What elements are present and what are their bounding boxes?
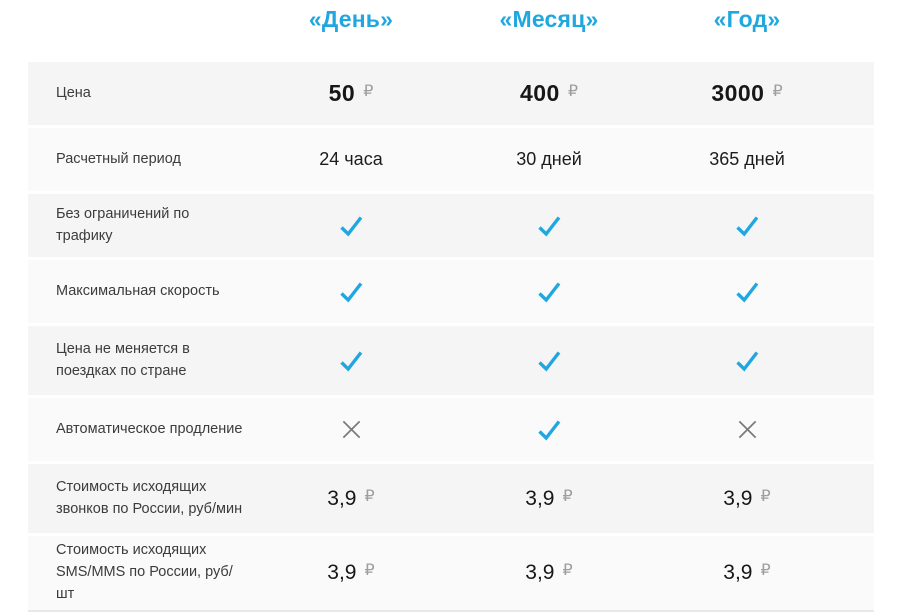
price-value: 3,9	[327, 486, 357, 510]
row-label: Без ограничений по трафику	[56, 205, 190, 244]
plan-value-cell: 3000 ₽	[648, 80, 846, 107]
price-value: 3,9	[723, 561, 753, 584]
row-label: Стоимость исходящих звонков по России, р…	[56, 478, 243, 517]
cross-icon	[738, 420, 756, 439]
table-body: Цена 50 ₽400 ₽3000 ₽ Расчетный период 24 часа 3…	[28, 62, 874, 612]
plan-value-cell: 365 дней	[648, 149, 846, 170]
table-row: Автоматическое продление	[28, 398, 874, 461]
plan-value-cell	[252, 348, 450, 374]
table-row: Цена 50 ₽400 ₽3000 ₽	[28, 62, 874, 125]
plan-value-cell	[252, 418, 450, 441]
check-icon	[736, 350, 759, 372]
row-label: Максимальная скорость	[56, 282, 220, 299]
plan-header-year[interactable]: «Год»	[713, 6, 781, 32]
check-icon	[538, 281, 561, 303]
price-value: 3,9	[327, 561, 357, 584]
plan-value-cell: 3,9 ₽	[648, 561, 846, 585]
plan-value-cell	[648, 418, 846, 441]
check-icon	[538, 350, 561, 372]
check-icon	[538, 215, 561, 237]
check-icon	[736, 281, 759, 303]
ruble-sign: ₽	[364, 487, 375, 505]
period-value: 24 часа	[319, 149, 383, 169]
plan-value-cell: 3,9 ₽	[450, 561, 648, 585]
plan-value-cell	[450, 348, 648, 374]
check-icon	[340, 350, 363, 372]
plan-value-cell: 3,9 ₽	[648, 487, 846, 511]
ruble-sign: ₽	[772, 82, 783, 100]
ruble-sign: ₽	[562, 487, 573, 505]
cross-icon	[342, 420, 360, 439]
ruble-sign: ₽	[567, 82, 579, 100]
plan-value-cell: 50 ₽	[252, 80, 450, 107]
table-row: Без ограничений по трафику	[28, 194, 874, 257]
plan-value-cell: 400 ₽	[450, 80, 648, 107]
plan-value-cell	[252, 213, 450, 239]
plan-value-cell: 3,9 ₽	[252, 561, 450, 585]
check-icon	[538, 419, 561, 441]
plan-value-cell: 3,9 ₽	[450, 487, 648, 511]
price-value: 50	[328, 80, 356, 106]
period-value: 30 дней	[516, 149, 582, 169]
price-value: 400	[519, 80, 560, 106]
ruble-sign: ₽	[363, 82, 374, 100]
plan-header-row: «День» «Месяц» «Год»	[28, 0, 874, 55]
table-row: Стоимость исходящих SMS/MMS по России, р…	[28, 536, 874, 610]
ruble-sign: ₽	[760, 487, 771, 505]
ruble-sign: ₽	[562, 562, 573, 579]
check-icon	[736, 215, 759, 237]
table-row: Стоимость исходящих звонков по России, р…	[28, 464, 874, 533]
tariff-comparison-table: «День» «Месяц» «Год» Цена 50 ₽400 ₽3000 ₽ Рас…	[28, 0, 874, 612]
price-value: 3,9	[525, 486, 555, 510]
price-value: 3,9	[525, 561, 555, 584]
row-label: Цена не меняется в поездках по стране	[56, 340, 190, 379]
plan-header-month[interactable]: «Месяц»	[499, 6, 599, 32]
check-icon	[340, 281, 363, 303]
ruble-sign: ₽	[364, 562, 375, 579]
ruble-sign: ₽	[760, 562, 771, 579]
row-label: Расчетный период	[56, 150, 181, 167]
period-value: 365 дней	[709, 149, 785, 169]
plan-value-cell	[648, 279, 846, 305]
price-value: 3000	[711, 80, 765, 106]
plan-value-cell	[450, 213, 648, 239]
plan-value-cell	[648, 348, 846, 374]
table-row: Максимальная скорость	[28, 260, 874, 323]
table-row: Расчетный период 24 часа 30 дней 365 дней	[28, 128, 874, 191]
plan-value-cell	[252, 279, 450, 305]
check-icon	[340, 215, 363, 237]
plan-header-day[interactable]: «День»	[308, 6, 394, 32]
row-label: Стоимость исходящих SMS/MMS по России, р…	[56, 542, 233, 602]
row-label: Цена	[56, 84, 91, 101]
plan-value-cell	[450, 417, 648, 443]
plan-value-cell: 30 дней	[450, 149, 648, 170]
price-value: 3,9	[723, 486, 753, 510]
plan-value-cell: 3,9 ₽	[252, 487, 450, 511]
plan-value-cell	[450, 279, 648, 305]
table-row: Цена не меняется в поездках по стране	[28, 326, 874, 395]
plan-value-cell	[648, 213, 846, 239]
row-label: Автоматическое продление	[56, 420, 243, 437]
plan-value-cell: 24 часа	[252, 149, 450, 170]
